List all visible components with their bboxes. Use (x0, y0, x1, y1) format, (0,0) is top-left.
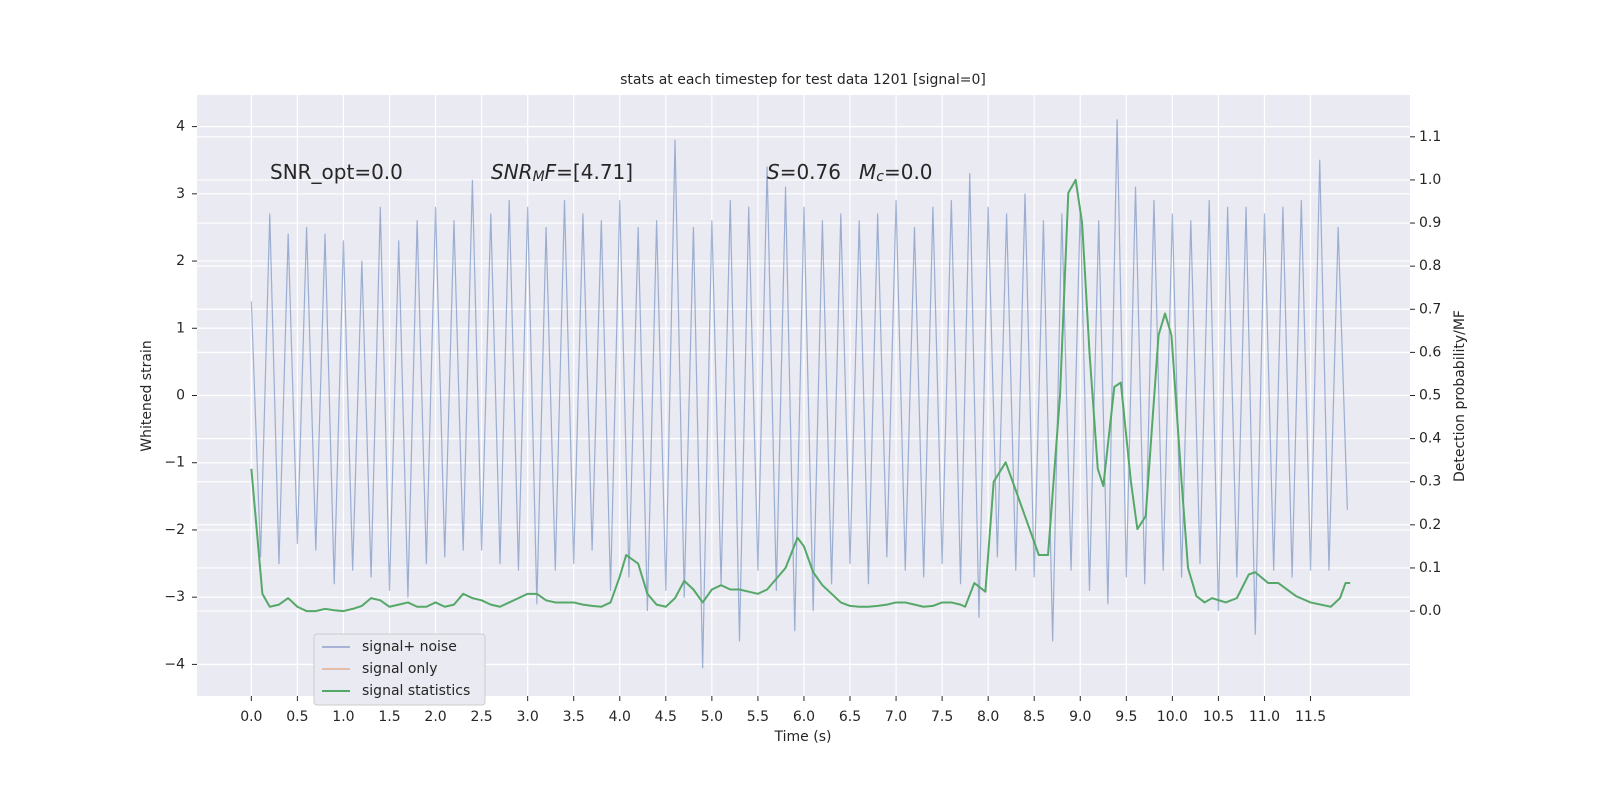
annotation-part: =[4.71] (556, 160, 633, 184)
annotation-part: =0.76 (780, 160, 841, 184)
annotation: Mc=0.0 (859, 160, 933, 186)
x-tick-label: 5.5 (747, 709, 769, 725)
y-tick-label: −4 (164, 656, 185, 672)
x-tick-label: 3.0 (517, 709, 539, 725)
x-tick-label: 5.0 (701, 709, 723, 725)
y2-tick-label: 0.3 (1419, 474, 1441, 490)
series-line (250, 119, 1348, 669)
y2-tick-label: 0.4 (1419, 431, 1441, 447)
y-tick-label: −1 (164, 455, 185, 471)
y2-tick-label: 0.8 (1419, 258, 1441, 274)
x-tick-label: 2.5 (470, 709, 492, 725)
x-tick-label: 8.0 (977, 709, 999, 725)
x-tick-label: 1.5 (378, 709, 400, 725)
y-tick-label: −3 (164, 589, 185, 605)
y2-axis-label: Detection probability/MF (1452, 310, 1468, 482)
annotation-part: F (545, 160, 557, 184)
y2-tick-label: 1.0 (1419, 172, 1441, 188)
y-axis-label: Whitened strain (139, 340, 155, 451)
x-tick-label: 11.0 (1249, 709, 1280, 725)
labels: 0.0 0.5 1.0 1.5 2.0 2.5 3.0 3.5 4.0 4.5 5.0 5.5 6.0 6… (164, 119, 1441, 725)
x-tick-label: 10.5 (1203, 709, 1234, 725)
y2-tick-label: 1.1 (1419, 129, 1441, 145)
y2-tick-label: 0.1 (1419, 560, 1441, 576)
chart-title: stats at each timestep for test data 120… (620, 72, 986, 88)
legend: signal+ noise signal only signal statistic… (322, 639, 470, 699)
marks (250, 119, 1351, 669)
y2-tick-label: 0.7 (1419, 301, 1441, 317)
x-tick-label: 6.0 (793, 709, 815, 725)
annotation-part: SNR (491, 160, 533, 184)
annotation-part: M (533, 169, 545, 185)
x-tick-label: 2.0 (424, 709, 446, 725)
x-axis-label: Time (s) (774, 729, 832, 745)
y-tick-label: 2 (176, 253, 185, 269)
x-tick-label: 6.5 (839, 709, 861, 725)
x-tick-label: 4.0 (609, 709, 631, 725)
annotation: SNRMF=[4.71] (491, 160, 633, 186)
x-tick-label: 0.0 (240, 709, 262, 725)
annotation: SNR_opt=0.0 (270, 160, 403, 184)
annotation-part: SNR_opt=0.0 (270, 160, 403, 184)
x-tick-label: 7.0 (885, 709, 907, 725)
x-tick-label: 9.0 (1069, 709, 1091, 725)
annotation-part: M (859, 160, 876, 184)
legend-label: signal+ noise (362, 639, 457, 655)
y2-tick-label: 0.0 (1419, 603, 1441, 619)
annotation-part: =0.0 (884, 160, 933, 184)
y-tick-label: 3 (176, 186, 185, 202)
y2-tick-label: 0.2 (1419, 517, 1441, 533)
x-tick-label: 4.5 (655, 709, 677, 725)
annotation-part: S (767, 160, 780, 184)
y-tick-label: −2 (164, 522, 185, 538)
y-tick-label: 1 (176, 320, 185, 336)
x-tick-label: 1.0 (332, 709, 354, 725)
annotation-part: c (876, 169, 884, 185)
annotation: S=0.76 (767, 160, 841, 184)
x-tick-label: 8.5 (1023, 709, 1045, 725)
series-line (250, 178, 1351, 613)
x-tick-label: 3.5 (563, 709, 585, 725)
y2-tick-label: 0.6 (1419, 344, 1441, 360)
y-tick-label: 0 (176, 388, 185, 404)
legend-label: signal statistics (362, 683, 470, 699)
x-tick-label: 10.0 (1157, 709, 1188, 725)
x-tick-label: 9.5 (1115, 709, 1137, 725)
y2-tick-label: 0.9 (1419, 215, 1441, 231)
legend-box (313, 633, 486, 706)
y-tick-label: 4 (176, 119, 185, 135)
x-tick-label: 0.5 (286, 709, 308, 725)
y2-tick-label: 0.5 (1419, 388, 1441, 404)
x-tick-label: 11.5 (1295, 709, 1326, 725)
legend-label: signal only (362, 661, 437, 677)
x-tick-label: 7.5 (931, 709, 953, 725)
